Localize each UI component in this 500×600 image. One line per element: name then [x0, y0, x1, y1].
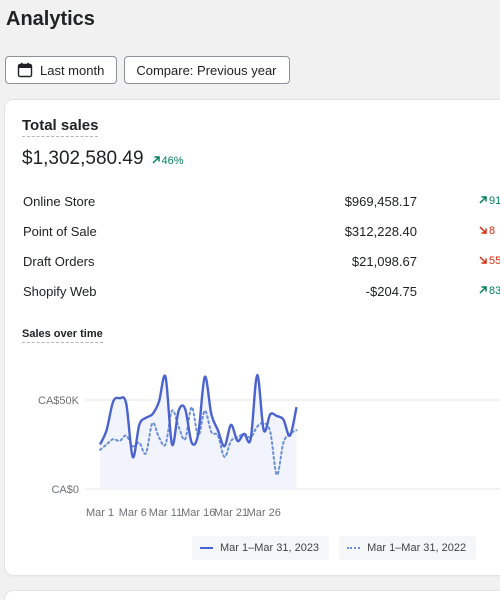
calendar-icon — [17, 62, 33, 78]
breakdown-row: Point of Sale $312,228.40 8 — [23, 222, 500, 252]
toolbar: Last month Compare: Previous year — [5, 56, 290, 84]
series-area — [100, 375, 297, 489]
arrow-down-right-icon — [479, 225, 487, 237]
x-tick-label: Mar 6 — [119, 507, 147, 519]
channel-name: Online Store — [23, 194, 96, 209]
channel-change: 83 — [479, 285, 500, 297]
channel-name: Point of Sale — [23, 224, 97, 239]
date-range-label: Last month — [40, 62, 105, 78]
breakdown-row: Shopify Web -$204.75 83 — [23, 282, 500, 312]
legend-item-current[interactable]: Mar 1–Mar 31, 2023 — [192, 536, 330, 560]
arrow-down-right-icon — [479, 255, 487, 267]
channel-name: Shopify Web — [23, 284, 97, 299]
compare-button[interactable]: Compare: Previous year — [124, 56, 290, 84]
arrow-up-right-icon — [151, 155, 160, 167]
channel-value: $312,228.40 — [344, 224, 417, 239]
legend-label: Mar 1–Mar 31, 2023 — [220, 542, 320, 554]
page-title: Analytics — [6, 8, 95, 30]
channel-name: Draft Orders — [23, 254, 95, 269]
x-tick-label: Mar 1 — [86, 507, 114, 519]
channel-value: $21,098.67 — [351, 254, 417, 269]
date-range-button[interactable]: Last month — [5, 56, 118, 84]
breakdown-list: Online Store $969,458.17 91 Point of Sal… — [23, 192, 500, 312]
legend-label: Mar 1–Mar 31, 2022 — [367, 542, 467, 554]
channel-change-value: 55 — [489, 255, 500, 267]
channel-value: -$204.75 — [365, 284, 417, 299]
legend-item-previous[interactable]: Mar 1–Mar 31, 2022 — [339, 536, 477, 560]
arrow-up-right-icon — [479, 285, 487, 297]
channel-change-value: 83 — [489, 285, 500, 297]
dotted-line-swatch-icon — [347, 547, 361, 549]
y-tick-label: CA$50K — [38, 395, 80, 407]
total-change-value: 46% — [161, 155, 184, 167]
channel-value: $969,458.17 — [344, 194, 417, 209]
breakdown-row: Draft Orders $21,098.67 55 — [23, 252, 500, 282]
channel-change-value: 91 — [489, 195, 500, 207]
solid-line-swatch-icon — [200, 547, 213, 549]
arrow-up-right-icon — [479, 195, 487, 207]
series-line-current — [98, 373, 298, 459]
total-row: $1,302,580.49 46% — [22, 148, 184, 170]
x-tick-label: Mar 16 — [181, 507, 215, 519]
channel-change-value: 8 — [489, 225, 496, 237]
y-tick-label: CA$0 — [51, 484, 79, 496]
channel-change: 91 — [479, 195, 500, 207]
channel-change: 8 — [479, 225, 495, 237]
x-tick-label: Mar 11 — [149, 507, 182, 519]
metric-title[interactable]: Total sales — [22, 117, 99, 137]
breakdown-row: Online Store $969,458.17 91 — [23, 192, 500, 222]
channel-change: 55 — [479, 255, 500, 267]
next-card — [5, 591, 500, 600]
total-change-badge: 46% — [151, 155, 184, 167]
x-tick-label: Mar 26 — [247, 507, 281, 519]
chart-title[interactable]: Sales over time — [22, 328, 103, 343]
chart-legend: Mar 1–Mar 31, 2023 Mar 1–Mar 31, 2022 — [192, 536, 477, 560]
x-tick-label: Mar 21 — [214, 507, 248, 519]
total-sales-value: $1,302,580.49 — [22, 148, 144, 169]
compare-label: Compare: Previous year — [136, 62, 277, 78]
total-sales-card: Total sales $1,302,580.49 46% Online Sto… — [5, 100, 500, 575]
